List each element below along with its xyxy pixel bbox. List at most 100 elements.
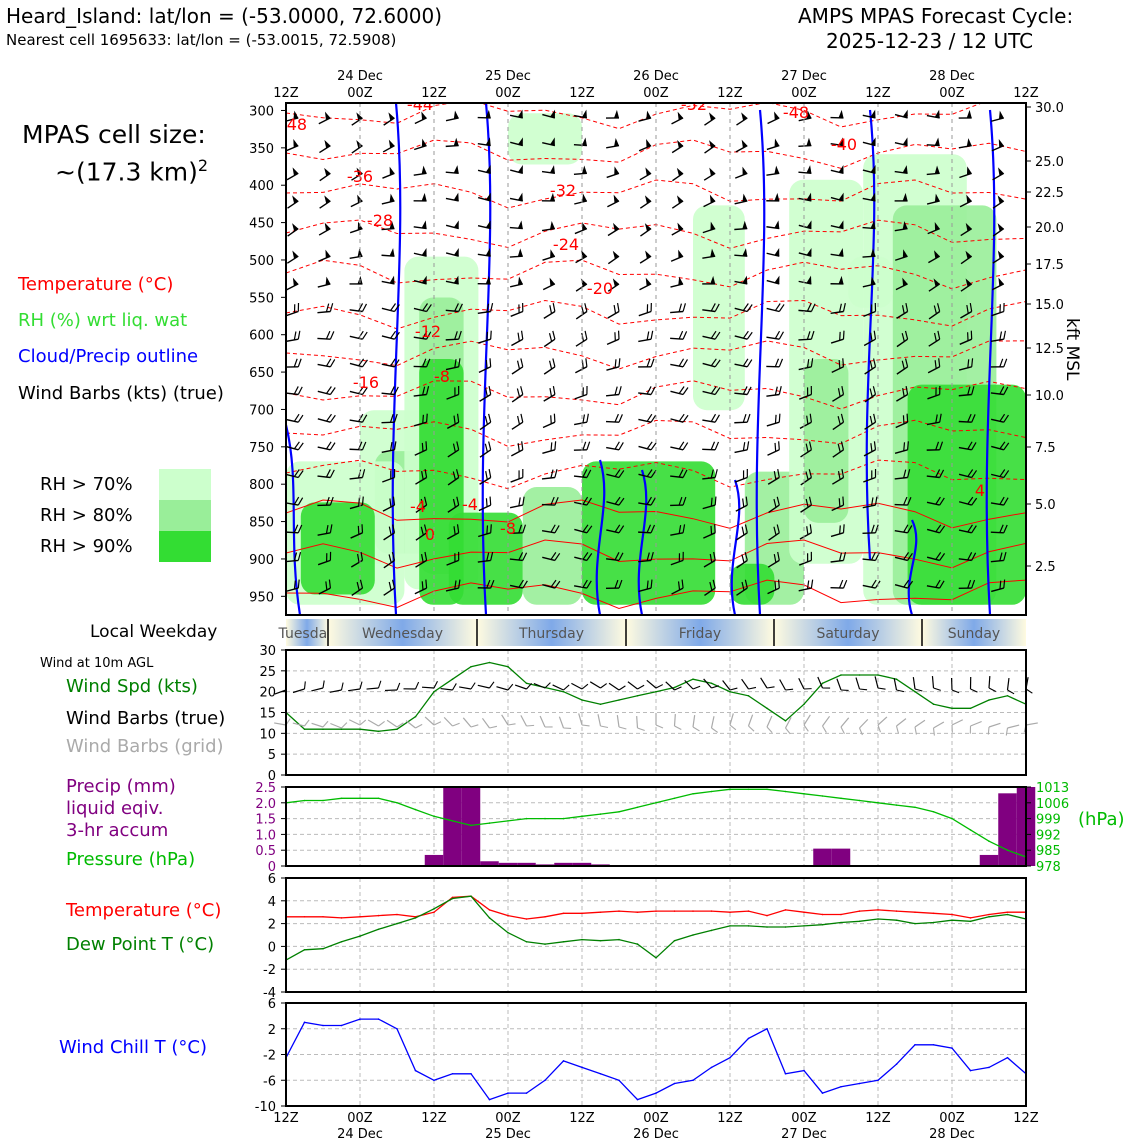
legend-windchill: Wind Chill T (°C) bbox=[59, 1037, 207, 1058]
wind-barb bbox=[928, 250, 941, 264]
data-point bbox=[673, 686, 676, 689]
wind-barb bbox=[319, 195, 331, 209]
wind-barb bbox=[414, 441, 428, 456]
wind-barb bbox=[511, 413, 524, 430]
wind-barb-grid bbox=[501, 714, 516, 726]
wind-barb bbox=[510, 302, 524, 317]
wind-barb bbox=[542, 552, 561, 562]
wind-barb bbox=[639, 277, 652, 291]
data-point bbox=[340, 797, 343, 800]
wind-barb bbox=[509, 109, 523, 119]
wind-barb-true bbox=[1006, 678, 1015, 695]
data-point bbox=[951, 919, 953, 921]
wind-barb bbox=[960, 278, 973, 292]
kft-tick-label: 20.0 bbox=[1035, 221, 1064, 236]
y-tick-label: 30 bbox=[259, 644, 276, 659]
time-label-top: 00Z bbox=[495, 86, 521, 101]
wind-barb bbox=[479, 413, 492, 431]
data-point bbox=[396, 913, 398, 916]
time-label-bottom: 12Z bbox=[717, 1111, 743, 1126]
cloud-outline bbox=[865, 109, 876, 561]
pressure-tick-label: 700 bbox=[249, 403, 274, 418]
rh-region bbox=[907, 384, 1026, 605]
wind-barb-true bbox=[348, 681, 363, 692]
data-point bbox=[766, 926, 768, 928]
wind-barb bbox=[926, 441, 944, 451]
wind-barb-grid bbox=[292, 719, 310, 727]
wind-barb-true bbox=[722, 680, 738, 691]
data-point bbox=[784, 909, 787, 911]
wind-barb bbox=[477, 192, 491, 202]
wind-barb bbox=[862, 496, 878, 509]
data-point bbox=[766, 914, 768, 917]
wind-barb bbox=[830, 330, 845, 344]
wind-barb bbox=[542, 441, 557, 454]
wind-barb bbox=[798, 110, 812, 122]
wind-barb bbox=[671, 139, 684, 154]
wind-barb-true bbox=[533, 682, 551, 689]
time-label-top: 00Z bbox=[643, 86, 669, 101]
data-point bbox=[303, 949, 306, 951]
date-label-bottom: 24 Dec bbox=[337, 1127, 383, 1140]
wind-barb bbox=[862, 220, 876, 230]
data-point bbox=[618, 699, 620, 701]
data-point bbox=[636, 943, 639, 945]
data-point bbox=[507, 665, 509, 668]
wind-barb-true bbox=[950, 677, 960, 694]
wind-barb bbox=[894, 524, 913, 534]
data-point bbox=[599, 703, 602, 705]
wind-barb bbox=[958, 138, 972, 149]
wind-barb bbox=[477, 220, 491, 230]
wind-barb bbox=[445, 220, 459, 230]
data-point bbox=[322, 1024, 324, 1027]
data-point bbox=[821, 923, 824, 926]
wind-barb-grid bbox=[822, 715, 831, 733]
wind-barb bbox=[958, 386, 975, 397]
data-point bbox=[784, 790, 787, 793]
y-tick-label: 2.5 bbox=[255, 781, 276, 796]
data-point bbox=[673, 939, 676, 942]
wind-barb bbox=[317, 413, 336, 423]
time-label-top: 12Z bbox=[717, 86, 743, 101]
wind-barb-true bbox=[684, 679, 701, 690]
data-point bbox=[636, 911, 639, 913]
wind-barb bbox=[863, 441, 877, 457]
wind-barb bbox=[606, 524, 625, 534]
wind-barb bbox=[511, 330, 524, 347]
wind-barb bbox=[670, 358, 688, 368]
wind-barb bbox=[574, 552, 593, 562]
wind-barb bbox=[670, 524, 686, 536]
legend-wind-barbs-grid: Wind Barbs (grid) bbox=[66, 736, 224, 757]
wind-barb bbox=[766, 303, 785, 313]
wind-barb-grid bbox=[616, 715, 627, 730]
wind-barb bbox=[638, 302, 652, 317]
wind-barb bbox=[541, 469, 558, 480]
data-point bbox=[359, 935, 361, 937]
wind-barb bbox=[541, 524, 560, 534]
data-point bbox=[655, 802, 657, 804]
wind-barb bbox=[413, 220, 427, 230]
wind-barb bbox=[830, 165, 844, 174]
pressure-tick-label: 350 bbox=[249, 142, 274, 157]
wind-barb bbox=[990, 524, 1008, 534]
wind-barb-grid bbox=[520, 715, 535, 727]
pressure-tick-label: 999 bbox=[1036, 813, 1061, 828]
wind-barb bbox=[477, 579, 495, 589]
wind-barb bbox=[800, 496, 812, 513]
wind-barb bbox=[862, 192, 876, 202]
wind-barb bbox=[958, 109, 972, 119]
wind-barb bbox=[317, 469, 335, 479]
data-point bbox=[525, 682, 528, 685]
cloud-outline bbox=[755, 109, 766, 615]
wind-barb bbox=[991, 110, 1004, 122]
wind-barb bbox=[509, 220, 523, 230]
data-point bbox=[488, 822, 491, 824]
data-point bbox=[414, 715, 417, 718]
cycle-title: AMPS MPAS Forecast Cycle: bbox=[798, 4, 1074, 28]
wind-barb bbox=[702, 469, 718, 480]
wind-barb bbox=[511, 358, 524, 375]
legend-rh: RH (%) wrt liq. wat bbox=[18, 310, 188, 331]
temp-panel: 6 4 2 0 -2 -4 bbox=[263, 872, 1027, 1001]
wind-barb-true bbox=[384, 682, 401, 692]
data-point bbox=[673, 1082, 676, 1085]
